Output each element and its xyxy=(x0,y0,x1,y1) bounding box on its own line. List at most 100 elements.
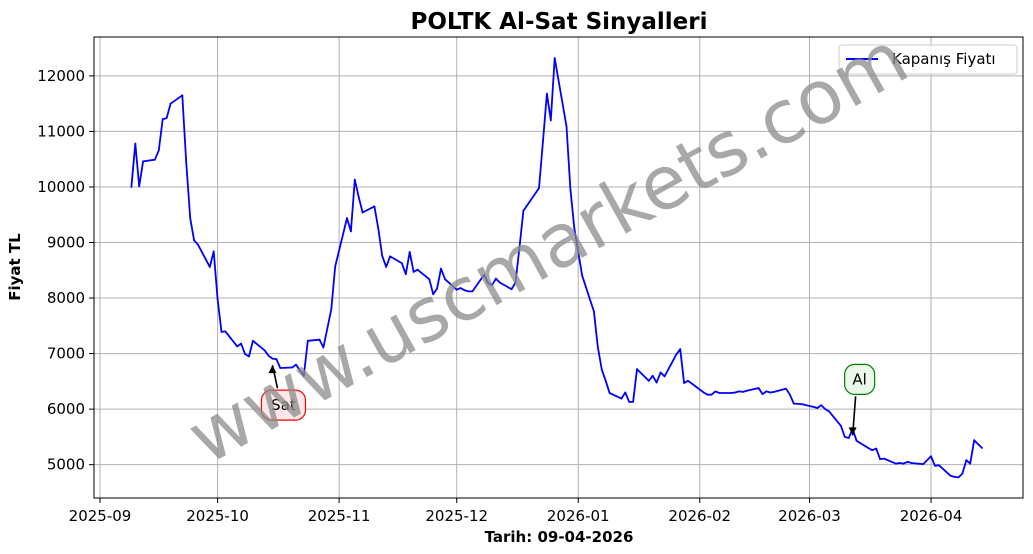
data-point xyxy=(624,391,627,394)
data-point xyxy=(871,449,874,452)
data-point xyxy=(459,287,462,289)
data-point xyxy=(730,392,732,394)
y-axis: 5000 6000 7000 8000 9000 10000 11000 12000 xyxy=(37,67,94,474)
data-point xyxy=(757,387,760,389)
y-tick-label: 5000 xyxy=(47,456,85,474)
plot-frame xyxy=(93,36,1024,499)
data-point xyxy=(867,447,870,449)
data-point xyxy=(389,255,391,258)
buy-signal-box xyxy=(844,363,876,395)
data-point xyxy=(655,381,658,384)
data-point xyxy=(216,298,219,301)
data-point xyxy=(800,403,803,405)
data-point xyxy=(816,407,819,409)
signal-annotations: Sat Al xyxy=(260,363,876,436)
x-axis: 2025-09 2025-10 2025-11 2025-12 2026-01 2026-… xyxy=(69,498,963,525)
data-point xyxy=(687,379,689,382)
x-tick-label: 2025-09 xyxy=(69,507,132,525)
data-point xyxy=(318,338,321,341)
x-tick-label: 2025-12 xyxy=(425,507,488,525)
data-point xyxy=(161,118,164,121)
data-point xyxy=(600,368,603,371)
data-point xyxy=(981,447,983,449)
data-point xyxy=(444,278,446,281)
data-point xyxy=(651,374,654,377)
data-point xyxy=(734,391,736,394)
data-point xyxy=(236,345,239,348)
data-point xyxy=(302,374,305,377)
data-point xyxy=(542,140,544,142)
data-point xyxy=(898,462,901,464)
data-point xyxy=(910,462,913,464)
sell-signal-box xyxy=(260,389,307,421)
data-point xyxy=(581,274,584,277)
data-point xyxy=(683,382,685,384)
y-tick-label: 6000 xyxy=(47,400,85,418)
data-point xyxy=(244,353,246,355)
data-point xyxy=(483,273,486,276)
legend-box xyxy=(838,44,1018,75)
y-tick-label: 10000 xyxy=(37,178,85,196)
data-point xyxy=(949,474,952,477)
data-point xyxy=(565,125,568,128)
data-point xyxy=(291,366,293,369)
data-point xyxy=(879,458,881,460)
data-point xyxy=(702,391,705,394)
data-point xyxy=(934,464,936,467)
data-point xyxy=(938,464,940,467)
data-point xyxy=(894,462,897,465)
data-point xyxy=(279,367,282,369)
data-point xyxy=(632,401,634,403)
data-point xyxy=(463,289,466,292)
data-point xyxy=(495,277,497,280)
data-point xyxy=(820,404,823,407)
data-point xyxy=(675,353,678,356)
data-point xyxy=(828,410,830,413)
data-point xyxy=(961,472,964,475)
data-point xyxy=(518,247,521,250)
data-point xyxy=(977,443,979,445)
y-tick-label: 12000 xyxy=(37,67,85,85)
data-point xyxy=(412,271,415,273)
data-point xyxy=(471,290,474,293)
data-point xyxy=(965,459,968,462)
data-point xyxy=(973,439,976,442)
data-point xyxy=(706,393,709,396)
data-point xyxy=(181,94,184,97)
data-point xyxy=(267,354,270,357)
data-point xyxy=(381,254,384,257)
data-point xyxy=(224,330,227,333)
data-point xyxy=(440,267,442,270)
data-point xyxy=(428,278,431,281)
data-point xyxy=(620,397,623,400)
data-point xyxy=(299,369,301,372)
y-axis-title: Fiyat TL xyxy=(6,233,24,301)
x-axis-title: Tarih: 09-04-2026 xyxy=(485,528,634,546)
data-point xyxy=(718,392,721,394)
data-point xyxy=(604,379,607,382)
data-point xyxy=(400,262,403,264)
data-point xyxy=(628,401,631,403)
data-point xyxy=(193,239,196,242)
data-point xyxy=(252,339,254,342)
data-point xyxy=(573,227,576,230)
data-point xyxy=(824,408,827,410)
data-point xyxy=(491,284,493,287)
plot-area xyxy=(130,57,983,479)
data-point xyxy=(773,391,776,393)
data-point xyxy=(208,266,211,268)
data-point xyxy=(714,390,717,393)
y-tick-label: 11000 xyxy=(37,122,85,140)
data-point xyxy=(271,357,274,360)
data-point xyxy=(432,293,435,296)
data-point xyxy=(165,117,168,119)
x-tick-label: 2025-10 xyxy=(186,507,249,525)
data-point xyxy=(765,390,768,393)
data-point xyxy=(761,393,764,395)
data-point xyxy=(514,281,517,284)
x-tick-label: 2026-04 xyxy=(900,507,963,525)
data-point xyxy=(596,346,599,348)
data-point xyxy=(663,375,666,378)
data-point xyxy=(679,348,682,350)
